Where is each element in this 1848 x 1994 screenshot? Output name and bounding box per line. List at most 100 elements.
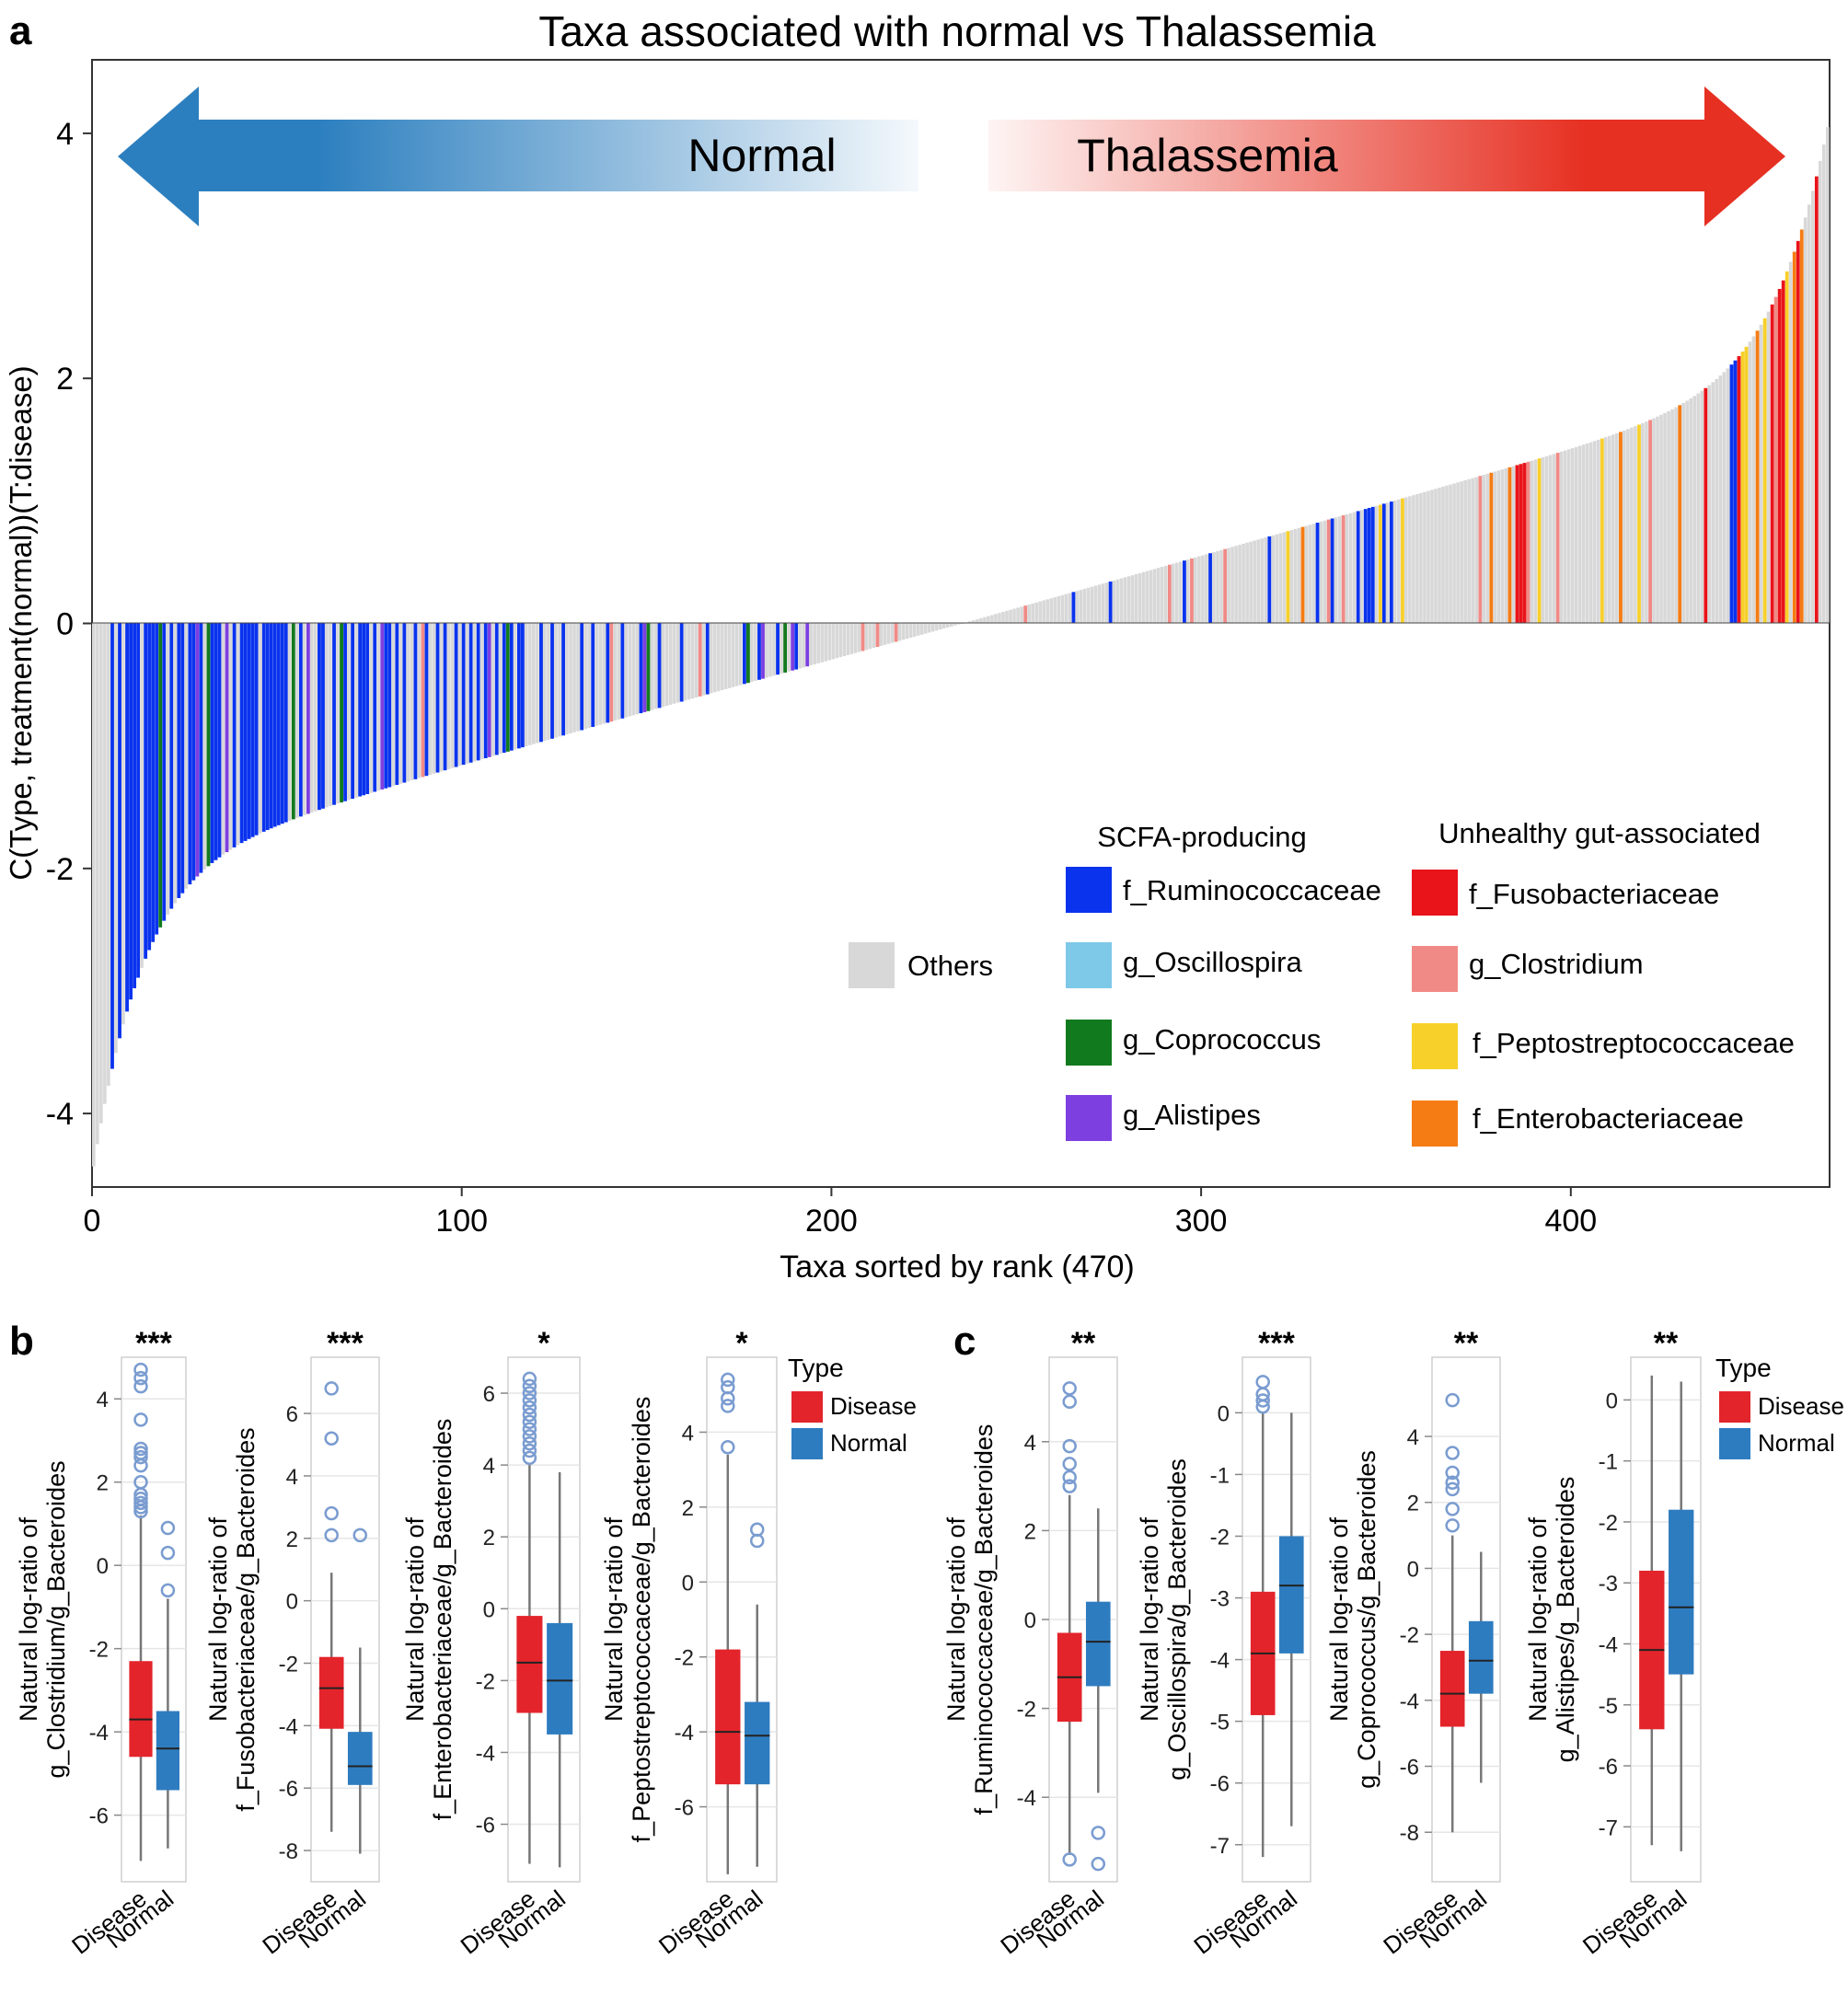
taxon-bar [1825,127,1830,624]
y-tick-label: 4 [56,117,74,152]
taxon-bar [1611,434,1615,624]
taxon-bar [872,623,876,649]
taxon-bar [261,623,266,832]
taxon-bar [1689,398,1692,624]
outlier-point [324,1505,339,1521]
taxon-bar [983,617,987,624]
taxon-bar [1770,304,1774,624]
taxon-bar [454,623,458,767]
taxon-bar [968,621,972,624]
taxon-bar [916,623,920,636]
taxon-bar [1810,190,1815,624]
outlier-point [1062,1479,1077,1493]
taxon-bar [166,623,169,915]
taxon-bar [1715,378,1719,624]
taxon-bar [340,623,343,803]
taxon-bar [879,623,884,646]
taxon-bar [99,623,103,1124]
taxon-bar [1385,502,1390,624]
legend-swatch-enterobacteriaceae [1412,1101,1458,1147]
taxon-bar [1588,442,1593,624]
taxon-bar [831,623,836,660]
taxon-bar [1090,586,1094,624]
x-axis-label: Taxa sorted by rank (470) [780,1250,1135,1285]
taxon-bar [1138,572,1142,624]
y-tick-label: -3 [1210,1587,1230,1612]
taxon-bar [1370,506,1375,624]
taxon-bar [890,623,895,643]
outlier-point [1255,1393,1270,1408]
taxon-bar [1378,504,1382,624]
outlier-point [1445,1502,1460,1516]
outlier-point [1091,1826,1106,1840]
taxon-bar [897,623,902,641]
taxon-bar [1253,540,1256,624]
box-legend-c-title: Type [1715,1354,1772,1382]
taxon-bar [1796,240,1800,624]
taxon-bar [384,623,388,789]
outlier-point [1445,1475,1460,1490]
taxon-bar [572,623,576,732]
taxon-bar [1152,569,1157,624]
taxon-bar [1566,449,1571,624]
taxon-bar [543,623,547,742]
taxon-bar [1363,509,1368,624]
taxon-bar [191,623,196,881]
taxon-bar [1667,410,1670,624]
taxon-bar [1367,507,1371,624]
taxon-bar [302,623,306,815]
taxon-bar [761,623,765,679]
taxon-bar [1208,553,1212,624]
y-axis-label-line1: Natural log-ratio of [401,1516,429,1722]
taxon-bar [787,623,791,672]
taxon-bar [550,623,554,739]
taxon-bar [976,618,979,624]
outlier-point [133,1504,148,1519]
taxon-bar [206,623,211,867]
taxon-bar [1704,387,1708,624]
taxon-bar [824,623,827,662]
box-plot-frame [310,1356,380,1883]
taxon-bar [1108,581,1113,624]
taxon-bar [491,623,495,756]
taxon-bar [1337,516,1342,624]
taxon-bar [406,623,410,782]
y-axis-label-line1: Natural log-ratio of [942,1516,970,1722]
taxon-bar [628,623,632,717]
taxon-bar [476,623,480,761]
taxon-bar [118,623,121,1039]
taxon-bar [941,623,946,629]
taxon-bar [664,623,669,707]
taxon-bar [901,623,906,640]
taxon-bar [646,623,651,711]
taxon-bar [468,623,473,763]
taxon-bar [1134,574,1138,624]
y-tick-label: -6 [1400,1756,1419,1781]
taxon-bar [1345,513,1349,624]
taxon-bar [1729,364,1734,624]
taxon-bar [639,623,643,714]
taxon-bar [1507,467,1512,624]
taxon-bar [1581,444,1586,624]
taxon-bar [502,623,506,754]
taxon-bar [1744,346,1749,624]
taxon-bar [1530,460,1534,624]
box-plot-frame [1242,1356,1311,1883]
y-tick-label: 4 [1024,1431,1036,1456]
taxon-bar [428,623,433,775]
taxon-bar [1656,416,1659,624]
box-plot-frame [706,1356,778,1883]
taxon-bar [1326,519,1331,624]
taxon-bar [450,623,455,768]
taxon-bar [849,623,854,654]
taxon-bar [912,623,917,637]
significance-label: *** [327,1326,364,1361]
taxon-bar [1009,609,1012,624]
taxon-bar [1493,471,1497,624]
taxon-bar [554,623,558,738]
taxon-bar [1707,385,1712,624]
legend-label-oscillospira: g_Oscillospira [1123,946,1302,978]
taxon-bar [258,623,262,834]
significance-label: *** [135,1326,172,1361]
taxon-bar [1392,500,1397,624]
